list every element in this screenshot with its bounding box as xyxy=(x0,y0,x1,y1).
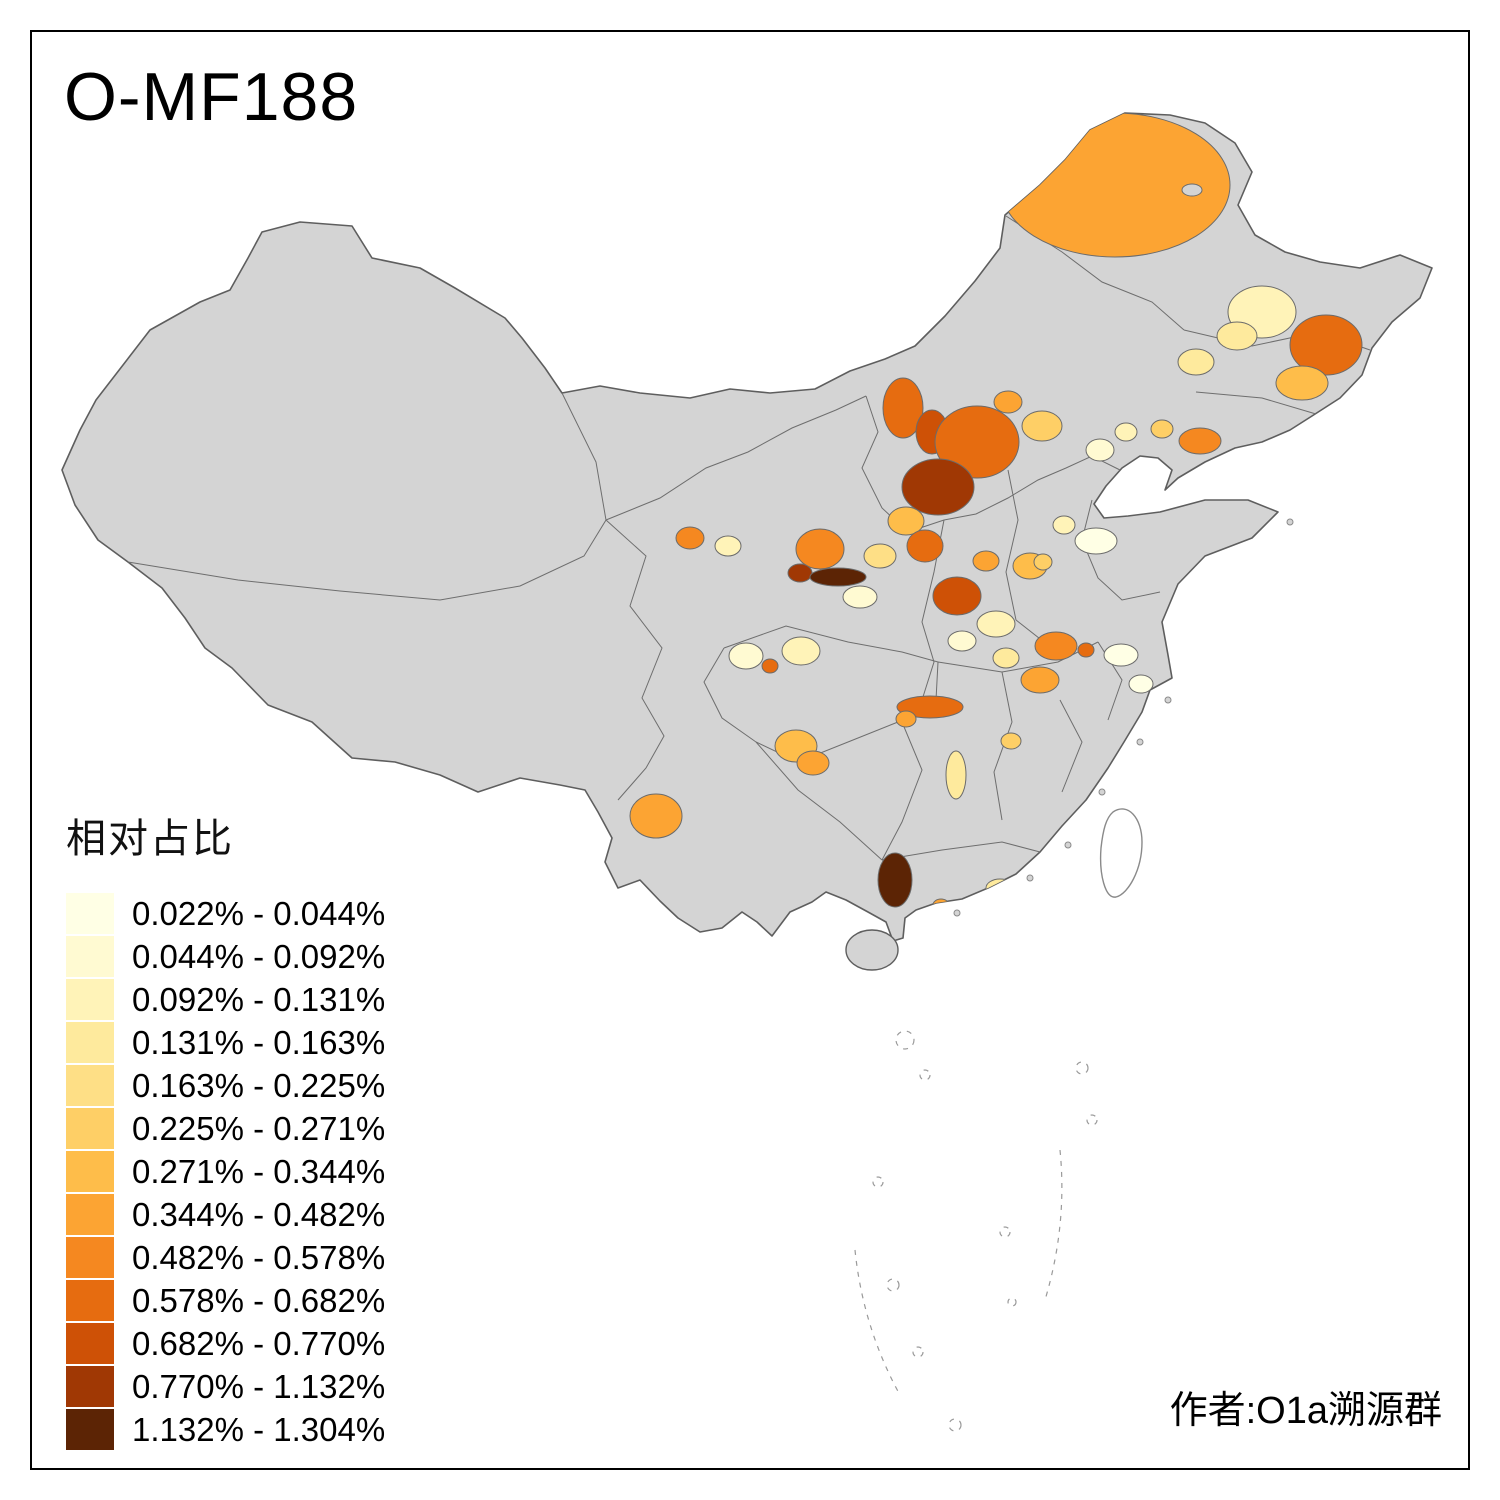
plot-title: O-MF188 xyxy=(64,59,359,135)
map-region xyxy=(932,898,950,912)
legend-row: 0.770% - 1.132% xyxy=(66,1365,385,1408)
legend-title: 相对占比 xyxy=(66,817,234,861)
map-region xyxy=(877,852,913,908)
legend-label: 0.682% - 0.770% xyxy=(132,1324,386,1362)
map-region xyxy=(1000,732,1022,750)
legend-swatch xyxy=(66,1151,114,1192)
legend-row: 0.044% - 0.092% xyxy=(66,935,385,978)
legend: 相对占比 0.022% - 0.044% 0.044% - 0.092% 0.092… xyxy=(66,806,385,1451)
map-region xyxy=(1150,419,1174,439)
map-region xyxy=(842,585,878,609)
map-region xyxy=(1052,515,1076,535)
legend-swatch xyxy=(66,1237,114,1278)
map-region xyxy=(972,550,1000,572)
legend-swatch xyxy=(66,1065,114,1106)
legend-row: 0.225% - 0.271% xyxy=(66,1107,385,1150)
map-region xyxy=(1085,438,1115,462)
legend-label: 0.044% - 0.092% xyxy=(132,937,386,975)
map-region xyxy=(985,878,1015,898)
map-region xyxy=(945,750,967,800)
legend-label: 0.578% - 0.682% xyxy=(132,1281,386,1319)
legend-row: 0.482% - 0.578% xyxy=(66,1236,385,1279)
legend-label: 0.163% - 0.225% xyxy=(132,1066,386,1104)
map-region xyxy=(629,793,683,839)
map-region xyxy=(796,750,830,776)
map-region xyxy=(787,563,813,583)
map-region xyxy=(795,528,845,570)
legend-row: 0.271% - 0.344% xyxy=(66,1150,385,1193)
map-region xyxy=(934,405,1020,479)
map-region xyxy=(1103,643,1139,667)
credit-text: 作者:O1a溯源群 xyxy=(1169,1390,1442,1432)
map-region xyxy=(1177,348,1215,376)
map-region xyxy=(1275,365,1329,401)
legend-swatch xyxy=(66,1108,114,1149)
map-region xyxy=(863,543,897,569)
legend-swatch xyxy=(66,936,114,977)
map-region xyxy=(809,567,867,587)
map-region xyxy=(947,630,977,652)
legend-row: 1.132% - 1.304% xyxy=(66,1408,385,1451)
legend-label: 0.092% - 0.131% xyxy=(132,980,386,1018)
south-china-sea-islands xyxy=(854,1030,1098,1432)
legend-label: 0.482% - 0.578% xyxy=(132,1238,386,1276)
map-region xyxy=(1114,422,1138,442)
legend-swatch xyxy=(66,979,114,1020)
legend-label: 0.131% - 0.163% xyxy=(132,1023,386,1061)
map-region xyxy=(714,535,742,557)
legend-label: 0.344% - 0.482% xyxy=(132,1195,386,1233)
map-region xyxy=(1128,674,1154,694)
map-region xyxy=(1034,631,1078,661)
legend-swatch xyxy=(66,1366,114,1407)
map-region xyxy=(895,710,917,728)
mainland-outline xyxy=(61,112,1433,942)
legend-row: 0.682% - 0.770% xyxy=(66,1322,385,1365)
legend-label: 0.271% - 0.344% xyxy=(132,1152,386,1190)
map-region xyxy=(781,636,821,666)
legend-row: 0.578% - 0.682% xyxy=(66,1279,385,1322)
map-region xyxy=(887,506,925,536)
map-region xyxy=(1020,666,1060,694)
map-region xyxy=(976,610,1016,638)
legend-items: 0.022% - 0.044% 0.044% - 0.092% 0.092% - 0… xyxy=(66,892,385,1451)
legend-swatch xyxy=(66,1409,114,1450)
map-region xyxy=(675,526,705,550)
legend-label: 1.132% - 1.304% xyxy=(132,1410,386,1448)
legend-swatch xyxy=(66,1323,114,1364)
map-region xyxy=(906,529,944,563)
region-hole xyxy=(1181,183,1203,197)
legend-swatch xyxy=(66,1194,114,1235)
map-region xyxy=(882,377,924,439)
legend-swatch xyxy=(66,893,114,934)
taiwan-island xyxy=(1099,808,1143,898)
legend-label: 0.225% - 0.271% xyxy=(132,1109,386,1147)
legend-row: 0.163% - 0.225% xyxy=(66,1064,385,1107)
map-region xyxy=(1178,427,1222,455)
legend-row: 0.344% - 0.482% xyxy=(66,1193,385,1236)
legend-label: 0.022% - 0.044% xyxy=(132,894,386,932)
map-region xyxy=(992,647,1020,669)
map-region xyxy=(1077,642,1095,658)
map-region xyxy=(1033,553,1053,571)
map-region xyxy=(896,695,964,719)
hainan-island xyxy=(845,929,899,971)
legend-label: 0.770% - 1.132% xyxy=(132,1367,386,1405)
map-region xyxy=(1145,697,1163,711)
map-region xyxy=(1074,527,1118,555)
map-region xyxy=(728,642,764,670)
map-region xyxy=(761,658,779,674)
legend-swatch xyxy=(66,1022,114,1063)
map-region xyxy=(1021,410,1063,442)
map-region xyxy=(1216,321,1258,351)
legend-swatch xyxy=(66,1280,114,1321)
legend-row: 0.131% - 0.163% xyxy=(66,1021,385,1064)
coastal-islands xyxy=(953,518,1294,917)
map-region xyxy=(932,576,982,616)
map-region xyxy=(901,458,975,516)
legend-row: 0.092% - 0.131% xyxy=(66,978,385,1021)
map-region xyxy=(1289,314,1363,376)
map-region xyxy=(993,390,1023,414)
legend-row: 0.022% - 0.044% xyxy=(66,892,385,935)
